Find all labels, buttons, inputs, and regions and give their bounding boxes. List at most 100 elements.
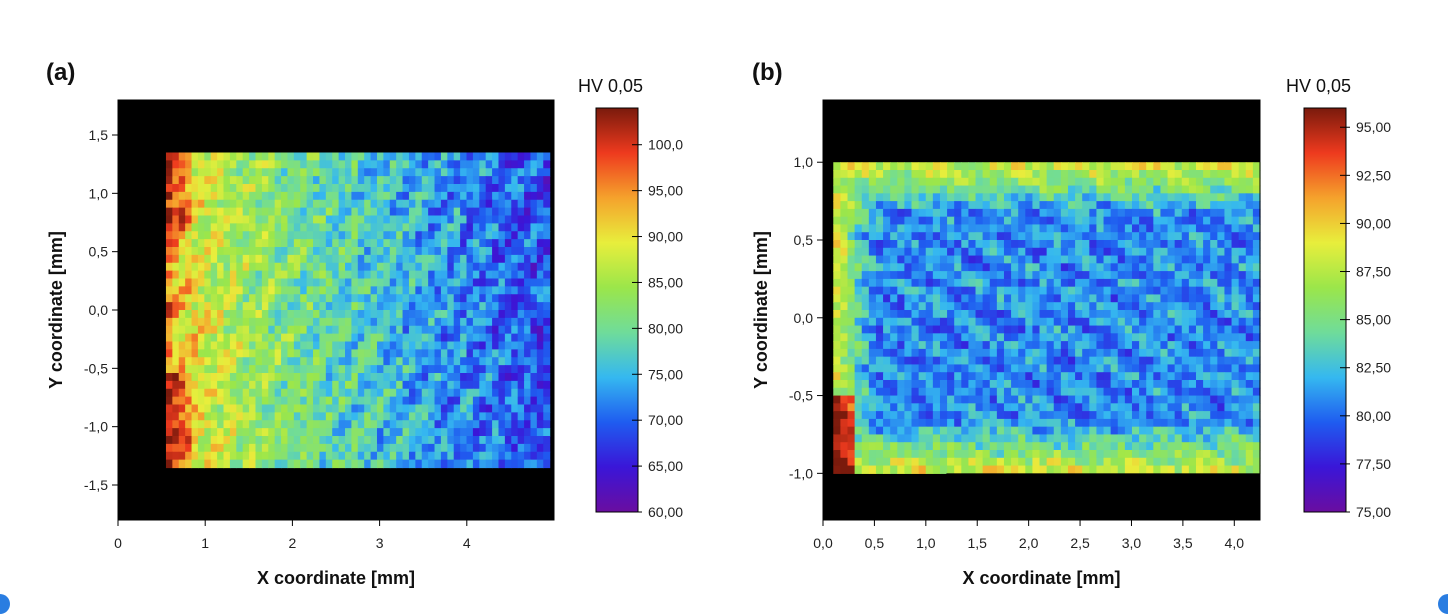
- heat-cell: [357, 357, 365, 366]
- heat-cell: [306, 254, 314, 264]
- heat-cell: [883, 278, 891, 288]
- heat-cell: [1146, 310, 1154, 319]
- heat-cell: [1046, 395, 1055, 404]
- heat-cell: [1139, 263, 1147, 272]
- heat-cell: [875, 325, 884, 334]
- heat-cell: [1089, 418, 1098, 428]
- heat-cell: [1217, 434, 1226, 443]
- heat-cell: [847, 310, 856, 319]
- heat-cell: [345, 357, 352, 366]
- heat-cell: [1096, 356, 1105, 366]
- heat-cell: [939, 247, 948, 257]
- heat-cell: [1046, 271, 1055, 280]
- heat-cell: [165, 325, 173, 335]
- heat-cell: [883, 387, 891, 397]
- heat-cell: [466, 357, 474, 366]
- heat-cell: [415, 231, 423, 240]
- heat-cell: [904, 457, 913, 467]
- heat-cell: [982, 263, 991, 272]
- heat-cell: [911, 348, 920, 358]
- heat-cell: [217, 184, 225, 193]
- heat-cell: [1060, 418, 1069, 428]
- heat-cell: [1210, 255, 1218, 264]
- heat-cell: [485, 231, 493, 240]
- heat-cell: [415, 341, 423, 350]
- heat-cell: [453, 373, 461, 382]
- heat-cell: [975, 247, 984, 257]
- heat-cell: [1146, 263, 1154, 272]
- heat-cell: [300, 317, 308, 327]
- heat-cell: [1153, 380, 1162, 389]
- heat-cell: [1174, 387, 1183, 397]
- heat-cell: [925, 325, 934, 334]
- heat-cell: [428, 404, 436, 413]
- heat-cell: [447, 239, 455, 248]
- heat-cell: [217, 341, 225, 350]
- heat-cell: [1067, 278, 1076, 288]
- heat-cell: [1075, 294, 1083, 303]
- heat-cell: [313, 451, 321, 461]
- heat-cell: [968, 380, 977, 389]
- heat-cell: [498, 270, 506, 280]
- heat-cell: [1046, 426, 1055, 436]
- heat-cell: [1067, 216, 1076, 226]
- heat-cell: [242, 278, 250, 287]
- heat-cell: [1082, 247, 1090, 257]
- heat-cell: [968, 395, 977, 404]
- heat-cell: [897, 372, 905, 381]
- heat-cell: [1053, 395, 1062, 404]
- heat-cell: [185, 207, 193, 217]
- heat-cell: [197, 278, 205, 287]
- heat-cell: [1082, 208, 1090, 218]
- heat-cell: [925, 341, 934, 350]
- heat-cell: [868, 364, 877, 373]
- heat-cell: [1039, 380, 1048, 389]
- heat-cell: [954, 271, 962, 280]
- heat-cell: [968, 294, 977, 303]
- heat-cell: [408, 443, 416, 453]
- heat-cell: [925, 208, 934, 218]
- heat-cell: [996, 216, 1005, 226]
- heat-cell: [1245, 193, 1254, 202]
- heat-cell: [498, 341, 506, 350]
- heat-cell: [947, 193, 955, 202]
- heat-cell: [975, 450, 984, 459]
- heat-cell: [1053, 317, 1062, 327]
- heat-cell: [376, 349, 384, 358]
- heat-cell: [975, 240, 984, 249]
- heat-cell: [300, 207, 308, 217]
- heat-cell: [498, 302, 506, 311]
- heat-cell: [492, 191, 500, 201]
- heat-cell: [434, 412, 442, 421]
- heat-cell: [281, 412, 289, 421]
- heat-cell: [1124, 426, 1133, 436]
- heat-cell: [911, 364, 920, 373]
- heat-cell: [460, 270, 468, 280]
- heat-cell: [287, 191, 295, 201]
- heat-cell: [229, 436, 237, 445]
- heat-cell: [1188, 442, 1197, 451]
- heat-cell: [274, 184, 282, 193]
- heat-cell: [165, 199, 173, 209]
- heat-cell: [1160, 457, 1169, 467]
- heat-cell: [421, 365, 429, 374]
- heat-cell: [883, 434, 891, 443]
- heat-cell: [1153, 286, 1162, 296]
- heat-cell: [402, 247, 410, 256]
- heat-cell: [1025, 434, 1034, 443]
- heat-cell: [1124, 395, 1133, 404]
- heat-cell: [165, 357, 173, 366]
- heat-cell: [300, 451, 308, 461]
- heat-cell: [364, 310, 372, 319]
- heat-cell: [1032, 278, 1041, 288]
- heat-cell: [383, 365, 391, 374]
- heat-cell: [1160, 208, 1169, 218]
- heat-cell: [466, 199, 474, 209]
- heat-cell: [217, 325, 225, 335]
- heat-cell: [982, 426, 991, 436]
- heat-cell: [1103, 434, 1112, 443]
- heat-cell: [210, 215, 218, 224]
- heat-cell: [1067, 177, 1076, 187]
- heat-cell: [1032, 465, 1041, 474]
- heat-cell: [1103, 232, 1112, 241]
